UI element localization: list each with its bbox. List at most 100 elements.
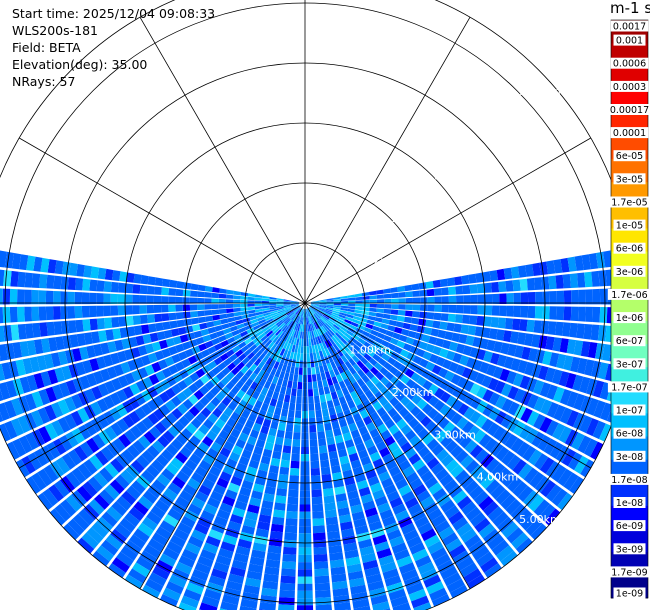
range-gate xyxy=(330,345,337,353)
range-gate xyxy=(258,332,266,340)
range-gate xyxy=(356,531,371,542)
range-gate xyxy=(435,356,446,367)
range-gate xyxy=(323,495,335,504)
range-gate xyxy=(539,382,552,398)
range-gate xyxy=(345,556,361,567)
range-gate xyxy=(173,528,190,542)
range-gate xyxy=(270,457,281,467)
range-gate xyxy=(419,289,428,297)
range-gate xyxy=(281,315,289,322)
range-gate xyxy=(547,321,557,335)
range-gate xyxy=(434,520,451,534)
range-gate xyxy=(154,499,170,513)
range-gate xyxy=(122,400,134,414)
range-gate xyxy=(544,508,561,526)
range-gate xyxy=(210,441,222,453)
range-gate xyxy=(358,425,369,436)
range-gate xyxy=(465,459,480,474)
range-gate xyxy=(359,393,368,403)
range-gate xyxy=(271,516,285,526)
range-gate xyxy=(552,423,566,440)
range-gate xyxy=(248,412,258,423)
range-gate xyxy=(328,545,343,554)
range-gate xyxy=(352,598,370,609)
range-gate xyxy=(141,355,151,366)
range-gate xyxy=(319,318,325,325)
range-gate xyxy=(416,325,425,334)
range-gate xyxy=(390,376,400,386)
range-gate xyxy=(445,382,457,395)
range-gate xyxy=(407,330,417,339)
range-gate xyxy=(169,534,186,548)
range-gate xyxy=(298,374,303,383)
range-gate xyxy=(46,274,55,289)
range-gate xyxy=(587,342,598,359)
range-gate xyxy=(81,292,90,305)
range-gate xyxy=(442,359,452,370)
range-gate xyxy=(132,562,150,578)
range-gate xyxy=(360,455,372,466)
range-gate xyxy=(308,307,310,309)
range-gate xyxy=(285,318,291,325)
colorbar-label-bg xyxy=(607,566,650,578)
range-gate xyxy=(165,462,180,476)
range-gate xyxy=(420,528,437,542)
range-gate xyxy=(285,342,291,351)
range-gate xyxy=(507,476,523,493)
range-gate xyxy=(132,294,140,304)
range-gate xyxy=(163,329,173,339)
range-gate xyxy=(271,376,279,385)
range-gate xyxy=(307,367,312,375)
range-gate xyxy=(290,301,298,303)
range-gate xyxy=(197,291,205,298)
range-gate xyxy=(76,485,93,502)
range-gate xyxy=(293,432,301,440)
range-gate xyxy=(370,482,383,493)
range-gate xyxy=(457,403,470,416)
colorbar-label-bg xyxy=(613,358,646,370)
colorbar-title: m-1 sr-1 xyxy=(610,0,650,17)
range-gate xyxy=(68,320,77,334)
range-gate xyxy=(388,588,407,601)
range-gate xyxy=(221,323,230,330)
range-gate xyxy=(386,490,400,502)
range-gate xyxy=(349,577,366,588)
ray-9 xyxy=(310,305,612,442)
range-gate xyxy=(212,287,220,293)
range-gate xyxy=(283,305,291,308)
range-gate xyxy=(490,442,504,457)
range-gate xyxy=(344,393,353,403)
range-gate xyxy=(162,321,171,330)
range-gate xyxy=(427,540,444,555)
range-gate xyxy=(340,303,349,306)
range-gate xyxy=(255,349,263,358)
range-gate xyxy=(415,410,427,422)
range-gate xyxy=(249,315,257,321)
range-gate xyxy=(314,359,319,367)
range-gate xyxy=(363,415,373,426)
range-gate xyxy=(498,430,512,445)
colorbar-label-bg xyxy=(607,288,650,300)
range-gate xyxy=(553,404,566,421)
range-gate xyxy=(580,459,595,478)
range-gate xyxy=(237,538,252,549)
range-gate xyxy=(314,321,320,329)
range-gate xyxy=(520,292,529,305)
range-gate xyxy=(541,276,550,290)
range-gate xyxy=(227,362,236,371)
range-gate xyxy=(512,318,521,331)
range-gate xyxy=(537,435,551,452)
range-gate xyxy=(236,323,245,330)
range-gate xyxy=(235,319,244,325)
range-gate xyxy=(96,398,109,413)
range-gate xyxy=(307,309,312,317)
range-gate xyxy=(319,299,327,302)
range-gate xyxy=(369,345,378,353)
colorbar-tick-label: 0.001 xyxy=(616,36,643,47)
range-gate xyxy=(48,337,58,352)
range-gate xyxy=(325,308,333,312)
range-gate xyxy=(350,504,363,514)
range-gate xyxy=(169,320,178,329)
range-gate xyxy=(147,352,158,364)
range-gate xyxy=(569,476,584,494)
